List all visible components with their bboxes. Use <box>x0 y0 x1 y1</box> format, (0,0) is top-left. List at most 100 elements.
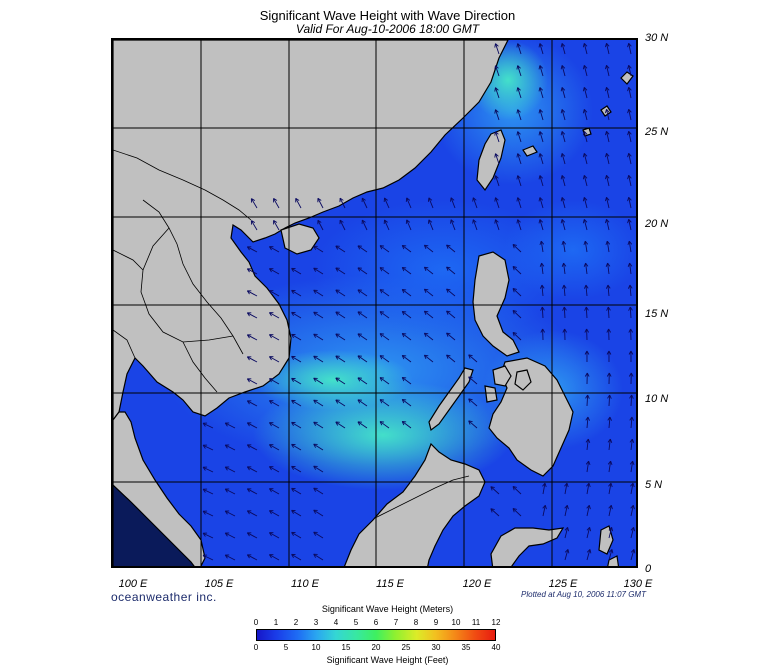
wave-arrow-head <box>269 268 274 273</box>
wave-arrow-head <box>560 109 566 114</box>
wave-arrow-head <box>561 284 567 289</box>
wave-arrow <box>539 109 544 121</box>
wave-arrow-head <box>357 399 362 404</box>
wave-arrow-head <box>246 290 252 295</box>
wave-arrow <box>247 510 258 517</box>
wave-arrow <box>539 87 544 99</box>
wave-arrow <box>583 175 588 187</box>
brand-label: oceanweather inc. <box>111 590 217 604</box>
wave-arrow <box>269 444 280 451</box>
wave-arrow-head <box>383 219 388 224</box>
wave-arrow-head <box>246 554 252 559</box>
wave-arrow-head <box>335 289 340 294</box>
wave-arrow <box>247 488 258 495</box>
wave-arrow-head <box>627 218 632 224</box>
wave-arrow <box>379 289 390 297</box>
wave-arrow-head <box>446 354 451 359</box>
wave-arrow-head <box>273 198 278 203</box>
wave-arrow-head <box>446 288 451 293</box>
lat-label-10n: 10 N <box>645 393 669 405</box>
wave-arrow-head <box>539 284 545 289</box>
wave-arrow <box>313 443 324 451</box>
wave-arrow <box>291 553 302 561</box>
wave-arrow <box>539 43 544 55</box>
wave-arrow-head <box>357 245 362 250</box>
wave-arrow <box>450 197 456 209</box>
wave-arrow-head <box>582 65 588 70</box>
wave-arrow <box>606 219 610 231</box>
wave-arrow <box>406 197 412 209</box>
wave-arrow <box>583 153 588 165</box>
wave-arrow <box>630 417 633 429</box>
land-halmahera <box>598 525 620 566</box>
wave-arrow <box>561 153 566 165</box>
wave-arrow <box>291 399 302 407</box>
wave-arrow-head <box>606 350 612 355</box>
wave-arrow <box>224 510 236 517</box>
wave-arrow-head <box>560 87 566 92</box>
wave-arrow <box>379 421 390 429</box>
wave-arrow <box>628 43 632 55</box>
wave-arrow-head <box>560 197 566 202</box>
wave-arrow <box>495 65 500 77</box>
wave-arrow <box>379 355 390 363</box>
wave-arrow <box>606 175 610 187</box>
wave-arrow-head <box>582 131 588 136</box>
wave-arrow-head <box>512 310 517 315</box>
wave-arrow-head <box>627 64 632 70</box>
wave-arrow-head <box>423 354 429 360</box>
wave-arrow-head <box>335 377 340 382</box>
wave-arrow-head <box>357 289 362 294</box>
wave-arrow <box>379 377 390 385</box>
wave-arrow-head <box>583 284 589 289</box>
wave-arrow <box>628 197 632 209</box>
wave-arrow-head <box>560 175 566 180</box>
wave-arrow <box>583 87 588 99</box>
wave-arrow <box>269 356 280 363</box>
wave-arrow-head <box>630 527 636 532</box>
legend-tick: 35 <box>461 643 471 652</box>
wave-arrow-head <box>246 334 252 339</box>
wave-arrow-head <box>630 549 636 554</box>
wave-arrow-head <box>202 554 208 559</box>
wave-arrow <box>583 43 588 55</box>
wave-arrow <box>561 175 566 187</box>
wave-arrow <box>472 219 478 231</box>
lat-label-15n: 15 N <box>645 308 669 320</box>
wave-arrow <box>295 198 302 209</box>
wave-arrow <box>450 219 456 231</box>
wave-arrow <box>357 399 368 407</box>
wave-arrow-head <box>516 43 521 48</box>
wave-arrow <box>563 263 566 275</box>
legend-tick: 7 <box>393 618 399 627</box>
wave-arrow <box>468 398 478 407</box>
wave-arrow-head <box>630 482 635 488</box>
wave-arrow <box>472 197 478 209</box>
wave-arrow-head <box>335 399 340 404</box>
wave-arrow <box>606 131 610 143</box>
wave-arrow-head <box>608 504 613 510</box>
wave-arrow-head <box>291 333 296 339</box>
wave-arrow-head <box>516 175 521 180</box>
wave-arrow-head <box>604 64 610 70</box>
wave-arrow-head <box>583 262 589 267</box>
wave-arrow <box>512 266 522 275</box>
wave-arrow-head <box>516 109 521 114</box>
wave-arrow <box>495 87 500 99</box>
lon-label-120e: 120 E <box>462 578 492 590</box>
wave-arrow-head <box>401 420 407 426</box>
wave-arrow-head <box>538 109 544 114</box>
wave-arrow <box>247 312 258 319</box>
wave-arrow <box>313 553 324 561</box>
wave-arrow <box>446 244 456 253</box>
wave-arrow-head <box>379 267 385 272</box>
wave-arrow-head <box>494 43 499 48</box>
wave-arrow <box>313 531 324 539</box>
wave-arrow-head <box>357 355 362 360</box>
wave-arrow <box>586 461 590 473</box>
lon-label-130e: 130 E <box>623 578 653 590</box>
wave-arrow <box>406 219 412 231</box>
wave-arrow-head <box>401 332 407 338</box>
wave-arrow <box>630 527 635 539</box>
wave-arrow-head <box>357 421 362 426</box>
